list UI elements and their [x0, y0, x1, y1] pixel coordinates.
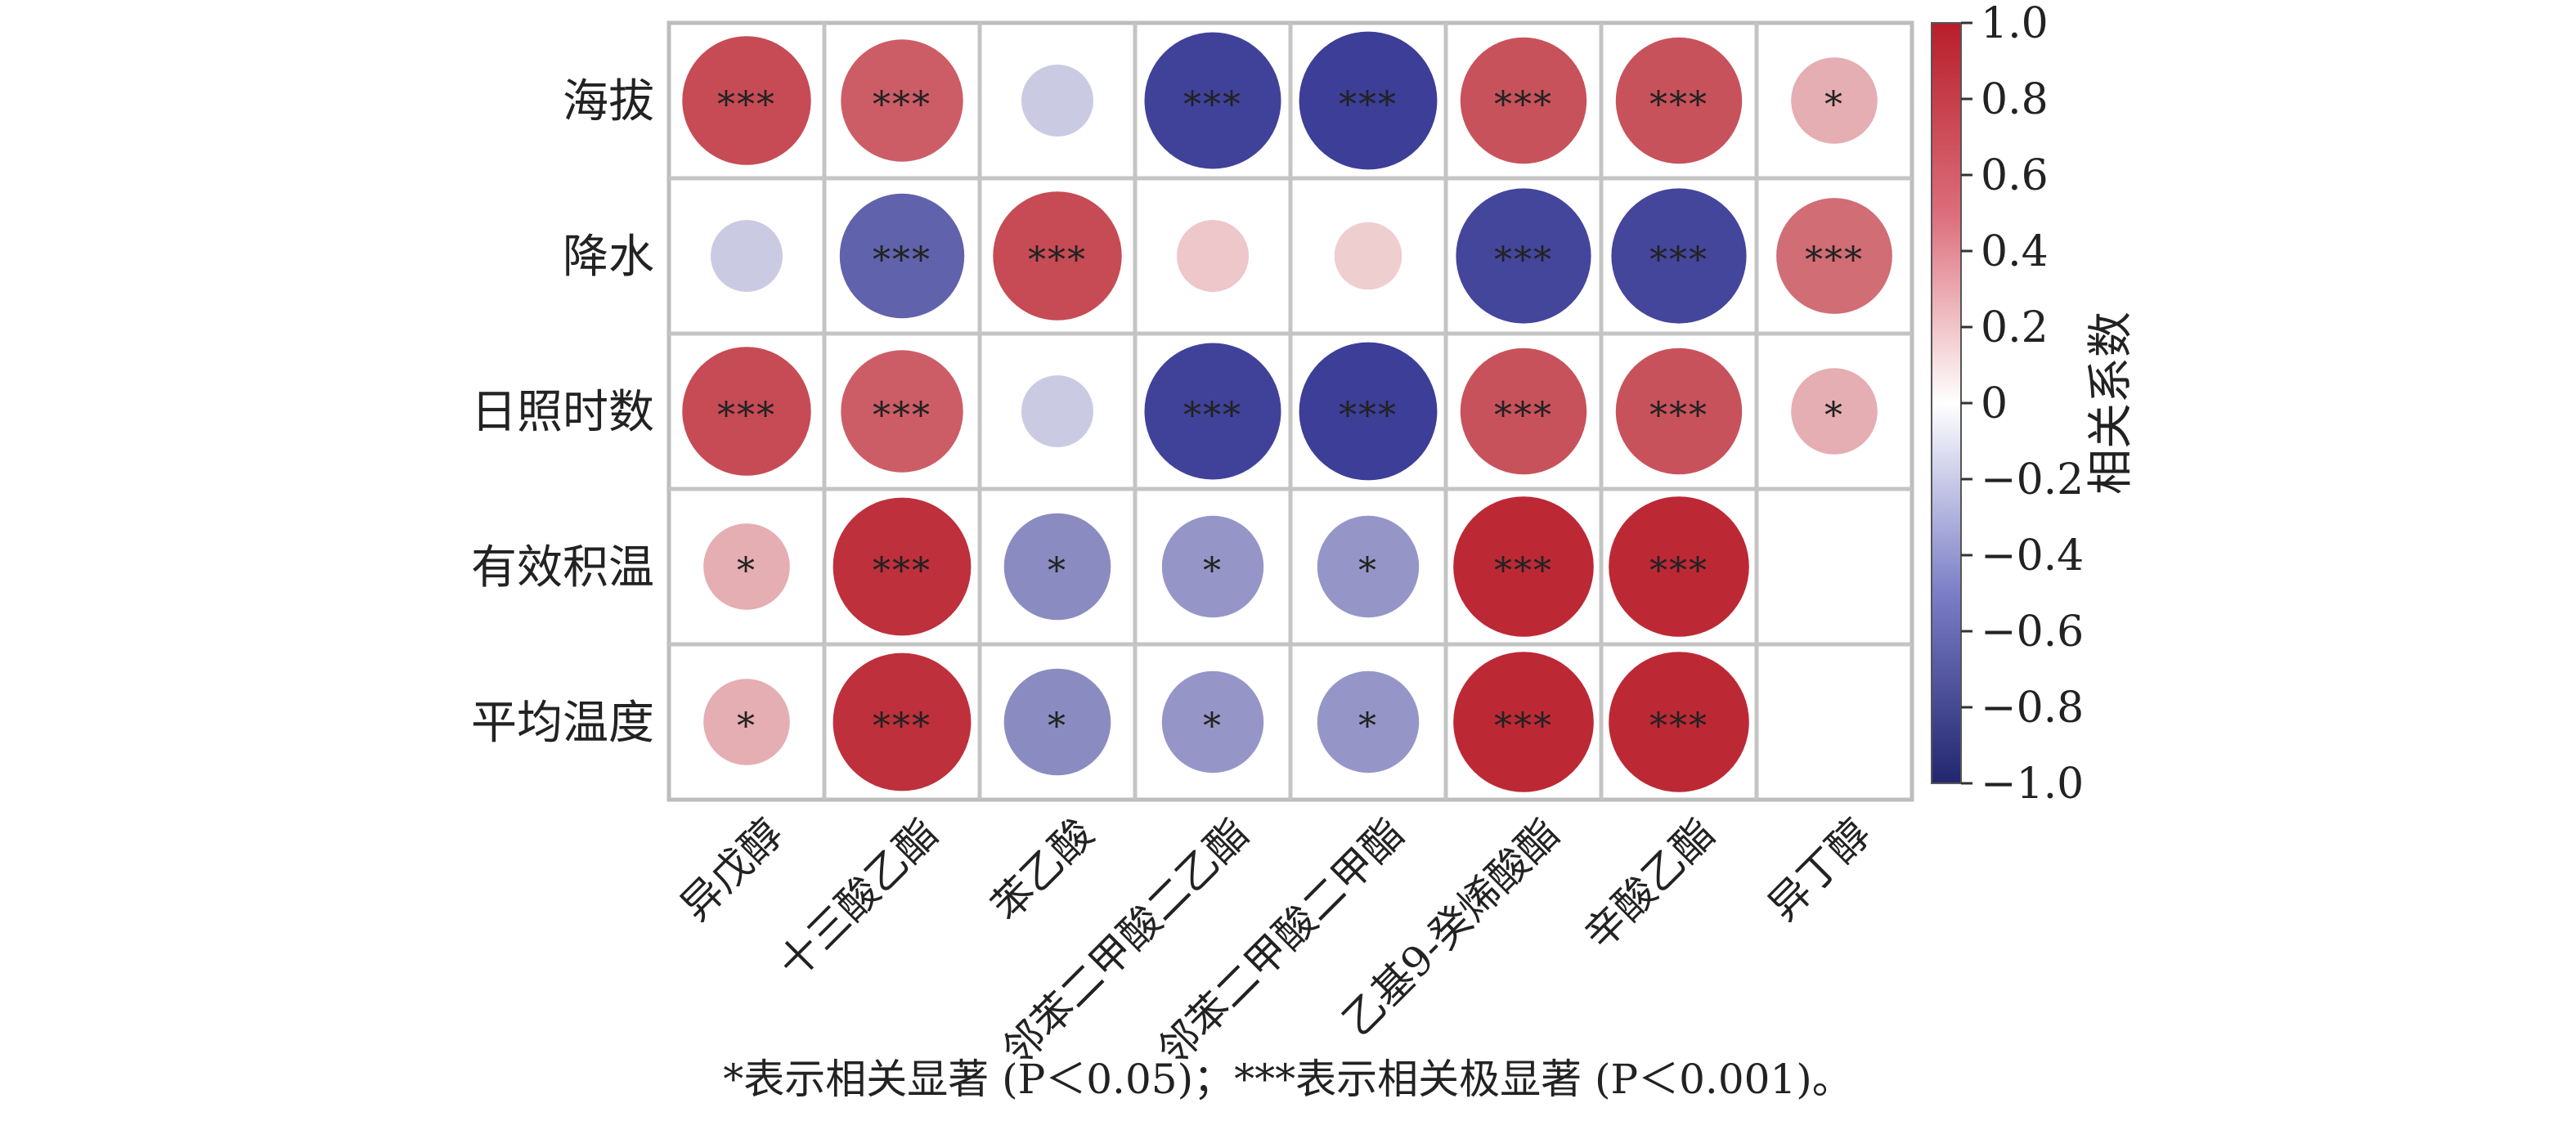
column-label: 十三酸乙酯 — [770, 809, 948, 988]
significance-mark: *** — [873, 706, 931, 747]
significance-mark: *** — [1339, 395, 1398, 437]
correlation-circle — [993, 191, 1122, 321]
correlation-circle — [682, 36, 811, 165]
correlation-circle — [1609, 652, 1749, 792]
correlation-circle — [703, 679, 790, 765]
colorbar-label: 相关系数 — [2085, 312, 2138, 495]
significance-mark: *** — [873, 395, 931, 437]
colorbar-tick-label: −0.6 — [1981, 608, 2084, 657]
significance-mark: * — [737, 706, 756, 747]
figure-caption: *表示相关显著 (P＜0.05)；***表示相关极显著 (P＜0.001)。 — [723, 1056, 1853, 1103]
row-label: 海拔 — [563, 75, 654, 128]
significance-mark: * — [1824, 395, 1844, 437]
significance-mark: * — [1203, 706, 1223, 747]
colorbar-tick-label: 0.6 — [1981, 151, 2049, 200]
significance-mark: *** — [717, 395, 776, 437]
colorbar-tick-label: −1.0 — [1981, 760, 2084, 809]
significance-mark: *** — [1494, 706, 1553, 747]
significance-mark: * — [1048, 706, 1067, 747]
correlation-circle — [1456, 188, 1591, 324]
correlation-circle — [703, 523, 790, 610]
colorbar-tick-label: 0 — [1981, 379, 2008, 428]
correlation-circle — [1144, 343, 1281, 480]
significance-mark: *** — [1339, 84, 1398, 126]
colorbar-tick-label: 0.2 — [1981, 303, 2049, 352]
correlation-circle — [839, 193, 965, 319]
significance-mark: *** — [1494, 395, 1553, 437]
correlation-circle — [1317, 670, 1420, 773]
colorbar-tick-label: −0.8 — [1981, 684, 2084, 733]
colorbar-tick-label: 0.8 — [1981, 75, 2049, 124]
colorbar — [1931, 22, 1962, 784]
correlation-circle — [682, 347, 811, 476]
significance-mark: *** — [873, 240, 931, 281]
significance-mark: *** — [1649, 395, 1708, 437]
correlation-circle — [1615, 348, 1743, 475]
correlation-circle — [832, 497, 972, 636]
correlation-circle — [841, 350, 963, 473]
significance-mark: *** — [1649, 240, 1708, 281]
column-label: 异丁醇 — [1759, 809, 1879, 930]
column-label: 异戊醇 — [671, 809, 792, 930]
significance-mark: *** — [1028, 240, 1087, 281]
significance-mark: *** — [1494, 240, 1553, 281]
column-label: 苯乙酸 — [982, 809, 1102, 930]
correlation-circle — [1299, 31, 1438, 170]
correlation-circle — [711, 220, 783, 292]
significance-mark: *** — [1183, 84, 1242, 126]
correlation-circle — [1317, 515, 1420, 618]
colorbar-tick-label: 0.4 — [1981, 227, 2049, 276]
significance-mark: *** — [717, 84, 776, 126]
correlation-circle — [1003, 513, 1111, 621]
row-label: 降水 — [563, 231, 654, 284]
significance-mark: * — [1358, 706, 1378, 747]
correlation-circle — [1144, 32, 1281, 169]
correlation-circle — [1161, 670, 1264, 773]
column-label: 辛酸乙酯 — [1575, 809, 1724, 958]
correlation-circle — [1161, 515, 1264, 618]
correlation-circle — [1021, 65, 1093, 137]
significance-mark: *** — [873, 84, 931, 126]
correlation-circle — [1299, 342, 1438, 481]
colorbar-tick-label: 1.0 — [1981, 0, 2049, 48]
correlation-circle — [1776, 198, 1892, 314]
significance-mark: *** — [1649, 84, 1708, 126]
significance-mark: * — [1203, 550, 1223, 592]
correlation-circle — [1615, 37, 1743, 164]
correlation-circle — [1460, 37, 1587, 164]
row-label: 有效积温 — [471, 541, 654, 594]
significance-mark: * — [1358, 550, 1378, 592]
row-label: 日照时数 — [471, 386, 654, 439]
correlation-circle — [1453, 652, 1594, 792]
correlation-circle — [1609, 496, 1749, 637]
correlation-circle — [832, 652, 972, 791]
significance-mark: *** — [1494, 84, 1553, 126]
significance-mark: *** — [873, 550, 931, 592]
correlation-circle — [841, 39, 963, 162]
correlation-circle — [1003, 668, 1111, 776]
significance-mark: *** — [1805, 240, 1864, 281]
correlation-circle — [1021, 375, 1093, 447]
correlation-circle — [1791, 57, 1878, 144]
correlation-circle — [1177, 220, 1249, 292]
correlation-circle — [1460, 348, 1587, 475]
significance-mark: *** — [1649, 550, 1708, 592]
significance-mark: *** — [1183, 395, 1242, 437]
correlation-circle — [1611, 188, 1747, 324]
colorbar-tick-label: −0.2 — [1981, 455, 2084, 504]
correlation-circle — [1453, 496, 1594, 637]
significance-mark: *** — [1649, 706, 1708, 747]
colorbar-tick-label: −0.4 — [1981, 531, 2084, 581]
significance-mark: * — [1048, 550, 1067, 592]
correlation-circle — [1791, 368, 1878, 455]
row-label: 平均温度 — [471, 697, 654, 750]
significance-mark: *** — [1494, 550, 1553, 592]
correlation-circle — [1334, 222, 1402, 290]
significance-mark: * — [1824, 84, 1844, 126]
significance-mark: * — [737, 550, 756, 592]
